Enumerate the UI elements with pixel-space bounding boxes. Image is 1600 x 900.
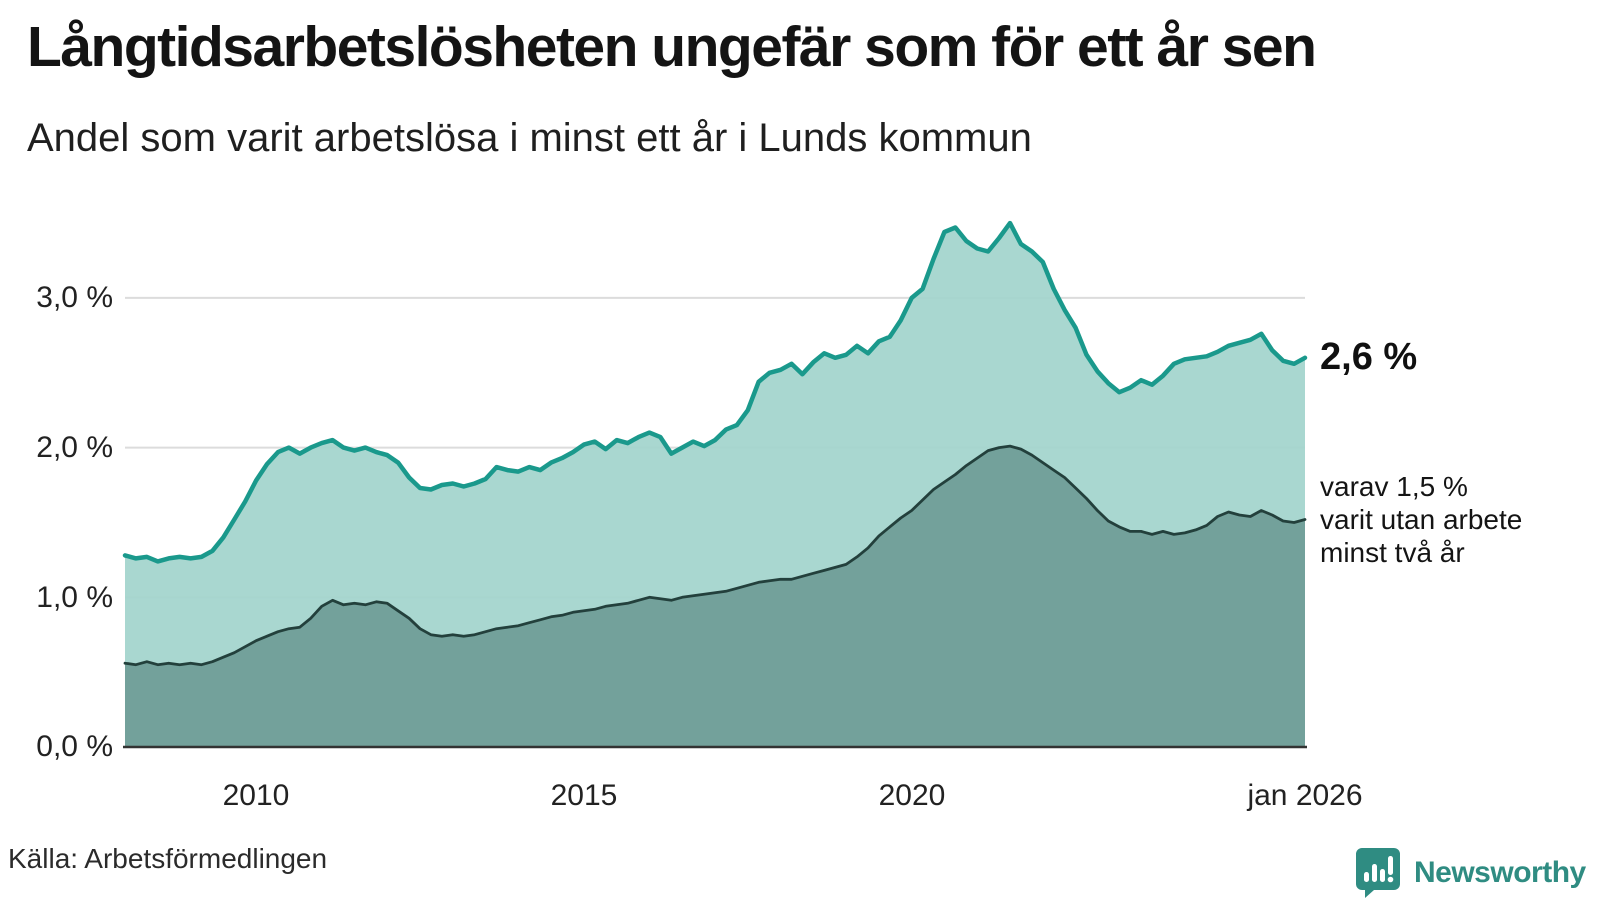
series-area-1	[125, 446, 1305, 747]
brand-logo: Newsworthy	[1356, 848, 1586, 898]
subset-label-line2: varit utan arbete	[1320, 504, 1523, 535]
source-note: Källa: Arbetsförmedlingen	[8, 843, 328, 874]
series-line-0	[122, 220, 1308, 564]
y-tick-label-3: 3,0 %	[36, 281, 113, 314]
newsworthy-bubble-chart-icon	[1356, 848, 1400, 898]
y-tick-label-0: 0,0 %	[36, 730, 113, 763]
y-tick-label-1: 1,0 %	[36, 581, 113, 614]
x-tick-label-2015: 2015	[550, 779, 618, 812]
brand-name: Newsworthy	[1414, 856, 1586, 889]
x-tick-label-2010: 2010	[222, 779, 290, 812]
x-tick-label-jan-2026: jan 2026	[1247, 779, 1363, 812]
page-title: Långtidsarbetslösheten ungefär som för e…	[27, 15, 1317, 79]
subset-value-label: varav 1,5 % varit utan arbete minst två …	[1320, 470, 1522, 569]
subset-label-line1: varav 1,5 %	[1320, 471, 1468, 502]
subset-label-line3: minst två år	[1320, 537, 1465, 568]
series-line-1	[123, 444, 1307, 667]
page-subtitle: Andel som varit arbetslösa i minst ett å…	[27, 116, 1032, 160]
y-tick-label-2: 2,0 %	[36, 431, 113, 464]
latest-value-label: 2,6 %	[1320, 336, 1418, 378]
x-tick-label-2020: 2020	[878, 779, 946, 812]
